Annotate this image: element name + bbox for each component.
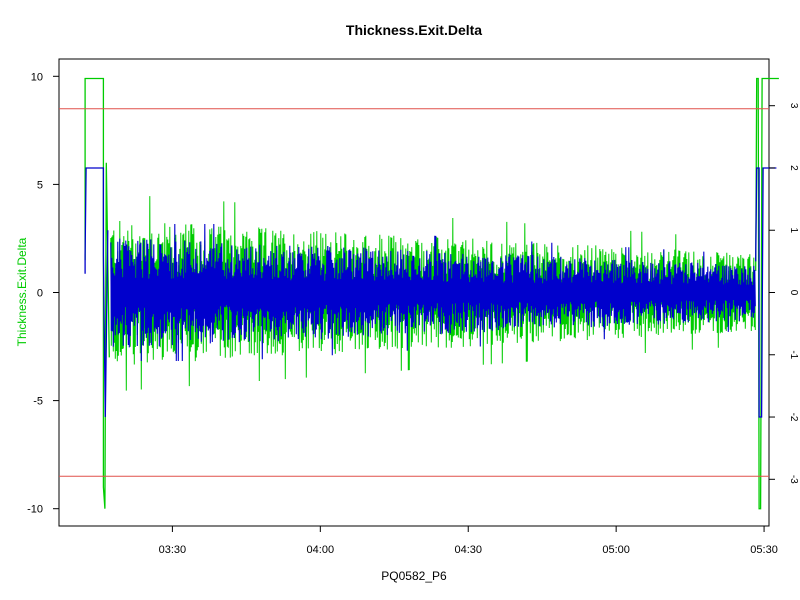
y-left-tick-label: 10 xyxy=(31,71,43,83)
x-tick-label: 04:30 xyxy=(454,544,482,556)
x-tick-label: 05:30 xyxy=(750,544,778,556)
series-layer xyxy=(84,77,779,510)
y-left-tick-label: 0 xyxy=(37,288,43,300)
series-noise-path xyxy=(110,223,756,362)
y-right-tick-label: 3 xyxy=(788,103,799,109)
series-step-segment-end xyxy=(755,167,777,418)
y-right-tick-label: 0 xyxy=(788,290,799,296)
x-axis: 03:30 04:00 04:30 05:00 05:30 xyxy=(159,526,778,556)
x-axis-label: PQ0582_P6 xyxy=(381,569,447,583)
y-right-tick-label: -1 xyxy=(788,350,799,359)
reference-lines xyxy=(59,108,769,477)
x-tick-label: 03:30 xyxy=(159,544,187,556)
y-left-tick-label: -10 xyxy=(27,504,43,516)
y-axis-left: 10 5 0 -5 -10 xyxy=(27,71,59,516)
y-right-tick-label: -3 xyxy=(788,475,799,484)
series-step-segment-end xyxy=(755,77,779,510)
y-left-tick-label: -5 xyxy=(33,396,43,408)
series-step-segment-start xyxy=(84,77,110,509)
series-blue xyxy=(84,167,777,418)
y-left-tick-label: 5 xyxy=(37,179,43,191)
series-step-segment-start xyxy=(84,167,109,418)
y-right-tick-label: -2 xyxy=(788,413,799,422)
x-tick-label: 05:00 xyxy=(602,544,630,556)
y-right-tick-label: 2 xyxy=(788,165,799,171)
y-axis-right: 3 2 1 0 -1 -2 -3 xyxy=(769,103,799,484)
chart-title: Thickness.Exit.Delta xyxy=(346,22,482,38)
y-axis-label-left: Thickness.Exit.Delta xyxy=(15,237,29,346)
y-right-tick-label: 1 xyxy=(788,227,799,233)
x-tick-label: 04:00 xyxy=(307,544,335,556)
